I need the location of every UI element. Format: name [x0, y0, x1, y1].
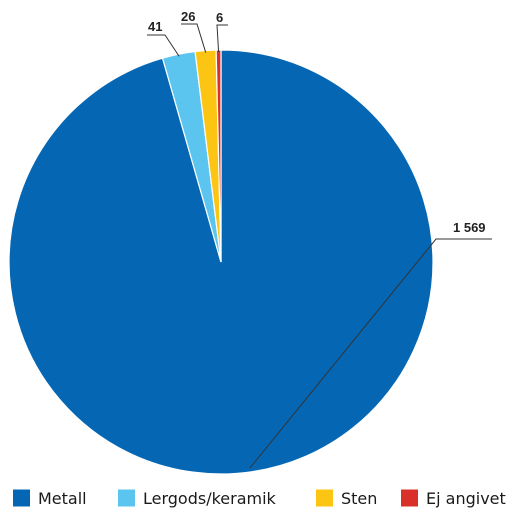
legend-label-sten: Sten — [341, 489, 377, 508]
legend-swatch-ej-angivet — [401, 489, 418, 507]
data-label-metall: 1 569 — [453, 220, 486, 235]
legend-swatch-metall — [13, 489, 30, 507]
legend-item-metall: Metall — [13, 489, 87, 508]
leader-line-sten — [181, 23, 207, 53]
leader-line-metall — [249, 238, 492, 469]
legend-label-lergods-keramik: Lergods/keramik — [143, 489, 277, 508]
legend-label-metall: Metall — [38, 489, 87, 508]
legend-label-ej-angivet: Ej angivet — [426, 489, 506, 508]
legend-item-ej-angivet: Ej angivet — [401, 489, 506, 508]
data-label-ej-angivet: 6 — [216, 10, 223, 25]
data-labels: 1 569 41 26 6 — [148, 9, 486, 235]
legend-swatch-lergods-keramik — [118, 489, 135, 507]
legend-swatch-sten — [316, 489, 333, 507]
legend: Metall Lergods/keramik Sten Ej angivet — [13, 489, 506, 508]
legend-item-lergods-keramik: Lergods/keramik — [118, 489, 277, 508]
pie-slices — [8, 49, 434, 475]
legend-item-sten: Sten — [316, 489, 377, 508]
data-label-sten: 26 — [181, 9, 195, 24]
leader-line-lergods-keramik — [147, 34, 180, 57]
leader-lines — [147, 23, 492, 469]
data-label-lergods-keramik: 41 — [148, 19, 162, 34]
leader-line-ej-angivet — [216, 24, 228, 53]
